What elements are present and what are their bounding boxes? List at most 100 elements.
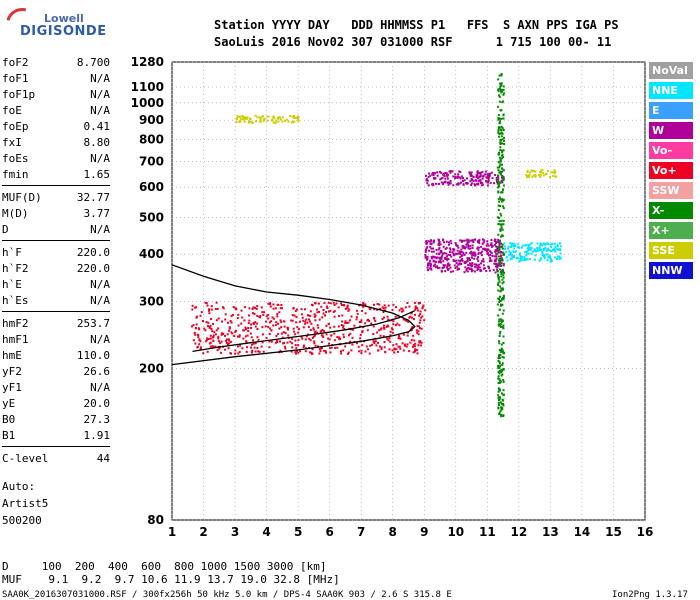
echo-point bbox=[502, 309, 505, 312]
echo-point bbox=[482, 241, 485, 244]
echo-point bbox=[327, 301, 330, 304]
echo-point bbox=[287, 334, 290, 337]
x-tick-label: 14 bbox=[574, 525, 591, 539]
echo-point bbox=[497, 198, 500, 201]
param-value: 0.41 bbox=[83, 120, 111, 133]
header-row-labels: Station YYYY DAY DDD HHMMSS P1 FFS S AXN… bbox=[214, 18, 619, 32]
echo-point bbox=[413, 339, 416, 342]
echo-point bbox=[294, 333, 297, 336]
param-row: D N/A bbox=[2, 222, 110, 238]
echo-point bbox=[499, 132, 502, 135]
echo-point bbox=[297, 331, 300, 334]
echo-point bbox=[447, 258, 450, 260]
echo-point bbox=[372, 340, 375, 343]
echo-point bbox=[456, 182, 459, 185]
echo-point bbox=[444, 270, 447, 273]
echo-point bbox=[304, 308, 306, 311]
echo-point bbox=[498, 74, 501, 77]
echo-point bbox=[499, 304, 502, 307]
echo-point bbox=[235, 329, 237, 332]
echo-point bbox=[257, 338, 260, 341]
echo-point bbox=[217, 337, 220, 340]
echo-point bbox=[407, 320, 410, 323]
echo-point bbox=[337, 325, 340, 328]
echo-point bbox=[299, 320, 301, 323]
echo-point bbox=[526, 171, 529, 173]
echo-point bbox=[501, 191, 504, 194]
echo-point bbox=[364, 303, 367, 306]
echo-point bbox=[526, 250, 529, 253]
echo-point bbox=[473, 270, 476, 273]
echo-point bbox=[475, 173, 478, 176]
echo-point bbox=[542, 174, 545, 177]
echo-point bbox=[473, 251, 476, 254]
echo-point bbox=[437, 183, 440, 185]
echo-point bbox=[498, 260, 501, 263]
echo-point bbox=[208, 308, 211, 311]
echo-point bbox=[259, 118, 262, 121]
echo-point bbox=[269, 321, 271, 324]
echo-point bbox=[499, 268, 502, 271]
param-value: N/A bbox=[90, 88, 110, 101]
echo-point bbox=[433, 264, 435, 267]
echo-point bbox=[489, 253, 492, 256]
echo-point bbox=[455, 262, 458, 264]
echo-point bbox=[316, 308, 319, 311]
echo-point bbox=[439, 256, 442, 259]
echo-point bbox=[469, 180, 472, 183]
echo-point bbox=[467, 244, 470, 247]
echo-point bbox=[377, 349, 380, 352]
echo-point bbox=[527, 249, 530, 251]
echo-point bbox=[239, 115, 241, 118]
echo-point bbox=[486, 253, 489, 255]
echo-point bbox=[398, 335, 401, 338]
y-tick-label: 400 bbox=[139, 247, 164, 261]
echo-point bbox=[344, 322, 347, 324]
echo-point bbox=[261, 311, 264, 314]
echo-point bbox=[452, 258, 455, 261]
echo-point bbox=[461, 180, 464, 182]
echo-point bbox=[476, 264, 479, 267]
echo-point bbox=[449, 247, 452, 250]
echo-point bbox=[200, 311, 203, 314]
echo-point bbox=[459, 256, 462, 259]
echo-point bbox=[338, 315, 341, 317]
echo-point bbox=[472, 180, 475, 183]
echo-point bbox=[501, 157, 503, 160]
echo-point bbox=[502, 156, 505, 159]
echo-point bbox=[444, 264, 447, 267]
echo-point bbox=[229, 320, 232, 322]
echo-point bbox=[501, 174, 503, 177]
echo-point bbox=[449, 239, 452, 242]
y-tick-label: 1280 bbox=[131, 55, 164, 69]
echo-point bbox=[501, 258, 504, 261]
echo-point bbox=[559, 245, 562, 248]
echo-point bbox=[365, 345, 368, 348]
echo-point bbox=[518, 252, 521, 255]
param-value: 8.700 bbox=[76, 56, 110, 69]
echo-point bbox=[368, 319, 370, 322]
echo-point bbox=[485, 270, 488, 273]
echo-point bbox=[553, 242, 556, 245]
echo-point bbox=[498, 258, 501, 260]
echo-point bbox=[497, 314, 500, 317]
echo-point bbox=[375, 344, 378, 347]
param-separator bbox=[2, 446, 110, 451]
echo-point bbox=[497, 129, 500, 131]
echo-point bbox=[193, 331, 196, 334]
echo-point bbox=[321, 316, 324, 319]
echo-point bbox=[207, 321, 210, 324]
echo-point bbox=[432, 241, 435, 244]
echo-point bbox=[310, 351, 313, 354]
echo-point bbox=[473, 184, 476, 187]
echo-point bbox=[477, 249, 480, 252]
echo-point bbox=[489, 251, 492, 254]
echo-point bbox=[497, 233, 500, 236]
echo-point bbox=[342, 349, 345, 352]
echo-point bbox=[386, 324, 389, 327]
echo-point bbox=[499, 149, 502, 152]
polarization-legend: NoVal NNE E W Vo- Vo+ SSW X- X+ SSE NNW bbox=[649, 62, 693, 282]
echo-point bbox=[484, 170, 487, 173]
echo-point bbox=[500, 226, 503, 229]
echo-point bbox=[499, 230, 502, 232]
